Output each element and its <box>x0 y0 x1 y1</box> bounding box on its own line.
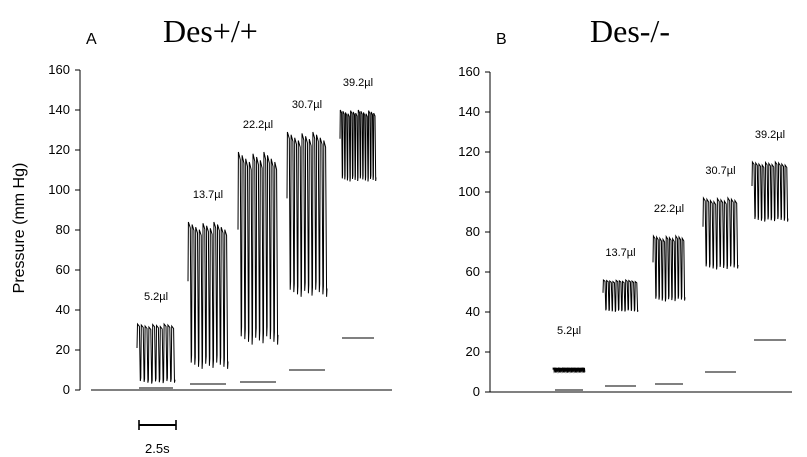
pressure-trace <box>237 151 279 345</box>
volume-label: 13.7µl <box>605 247 635 259</box>
y-tick-label: 120 <box>458 144 480 159</box>
panel-b-plot: 0 20 40 60 80 100 120 140 160 5.2µl 13.7µl 22.2µl 30… <box>458 64 792 399</box>
pressure-trace <box>286 131 328 297</box>
volume-label: 39.2µl <box>755 129 785 141</box>
panel-a-title: Des+/+ <box>163 13 258 49</box>
pressure-trace <box>339 109 377 182</box>
volume-label: 5.2µl <box>557 325 581 337</box>
pressure-trace <box>136 322 176 384</box>
pressure-trace <box>552 367 586 374</box>
pressure-trace <box>702 196 739 270</box>
volume-label: 22.2µl <box>654 203 684 215</box>
time-scale-bar: 2.5s <box>138 420 177 456</box>
y-tick-label: 140 <box>48 102 70 117</box>
pressure-trace <box>751 160 789 222</box>
y-axis-title: Pressure (mm Hg) <box>11 163 28 294</box>
panel-a-letter: A <box>86 31 97 48</box>
pressure-trace <box>187 221 229 369</box>
panel-b-letter: B <box>496 31 507 48</box>
y-tick-label: 100 <box>458 184 480 199</box>
y-tick-label: 20 <box>466 344 480 359</box>
pressure-trace <box>602 278 639 312</box>
panel-a-plot: 0 20 40 60 80 100 120 140 160 5.2µl 13.7µl 22.2µl 30… <box>48 62 392 397</box>
y-tick-label: 60 <box>466 264 480 279</box>
y-tick-label: 0 <box>63 382 70 397</box>
y-tick-label: 40 <box>466 304 480 319</box>
volume-label: 30.7µl <box>705 165 735 177</box>
volume-label: 39.2µl <box>343 77 373 89</box>
volume-label: 5.2µl <box>144 291 168 303</box>
y-tick-label: 100 <box>48 182 70 197</box>
scale-bar-label: 2.5s <box>145 441 170 456</box>
y-tick-label: 80 <box>56 222 70 237</box>
y-tick-label: 0 <box>473 384 480 399</box>
pressure-trace <box>652 234 686 302</box>
y-tick-label: 160 <box>48 62 70 77</box>
y-tick-label: 140 <box>458 104 480 119</box>
volume-label: 22.2µl <box>243 119 273 131</box>
y-tick-label: 20 <box>56 342 70 357</box>
y-tick-label: 160 <box>458 64 480 79</box>
volume-label: 13.7µl <box>193 189 223 201</box>
y-tick-label: 60 <box>56 262 70 277</box>
y-tick-label: 40 <box>56 302 70 317</box>
panel-b-title: Des-/- <box>590 13 670 49</box>
y-tick-label: 80 <box>466 224 480 239</box>
y-tick-label: 120 <box>48 142 70 157</box>
volume-label: 30.7µl <box>292 99 322 111</box>
